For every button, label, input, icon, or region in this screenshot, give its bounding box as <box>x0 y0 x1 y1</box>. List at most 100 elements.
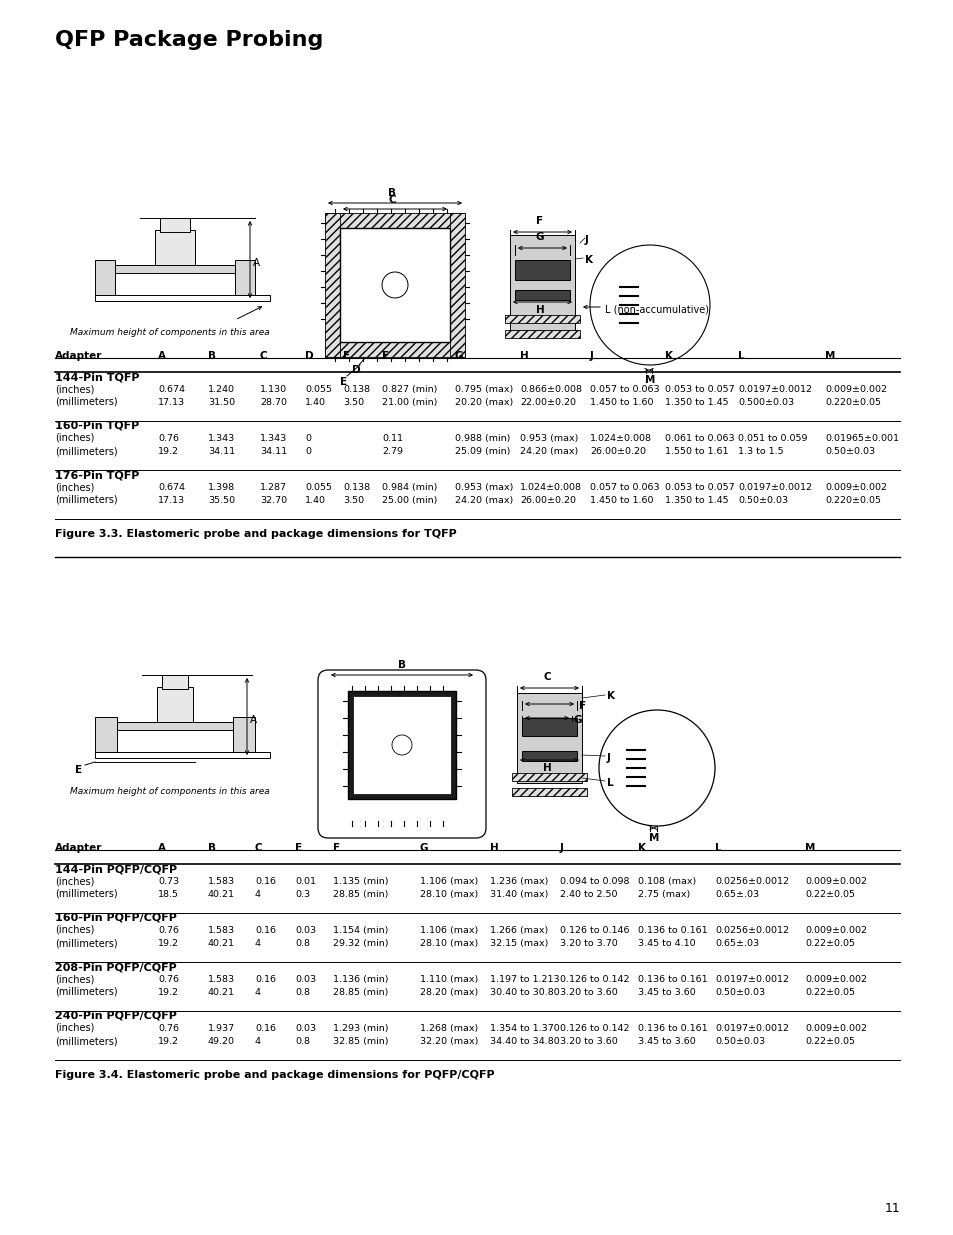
Text: (inches): (inches) <box>55 384 94 394</box>
Text: 0.057 to 0.063: 0.057 to 0.063 <box>589 483 659 492</box>
Text: 31.40 (max): 31.40 (max) <box>490 890 548 899</box>
Text: F: F <box>578 701 585 711</box>
Text: 28.10 (max): 28.10 (max) <box>419 890 477 899</box>
Text: 26.00±0.20: 26.00±0.20 <box>519 496 576 505</box>
Text: 32.85 (min): 32.85 (min) <box>333 1037 388 1046</box>
Text: H: H <box>542 763 551 773</box>
Text: 0.057 to 0.063: 0.057 to 0.063 <box>589 385 659 394</box>
Text: 1.268 (max): 1.268 (max) <box>419 1024 477 1032</box>
Text: QFP Package Probing: QFP Package Probing <box>55 30 323 49</box>
Text: 0.76: 0.76 <box>158 974 179 984</box>
Text: 31.50: 31.50 <box>208 398 234 408</box>
Text: D: D <box>305 351 314 361</box>
Circle shape <box>598 710 714 826</box>
Text: A: A <box>158 351 166 361</box>
Text: 0.009±0.002: 0.009±0.002 <box>804 926 866 935</box>
Text: 0: 0 <box>305 447 311 456</box>
Text: (millimeters): (millimeters) <box>55 939 117 948</box>
Text: 0.055: 0.055 <box>305 385 332 394</box>
Text: 0.22±0.05: 0.22±0.05 <box>804 890 854 899</box>
Text: K: K <box>584 254 593 266</box>
Text: 0.8: 0.8 <box>294 1037 310 1046</box>
FancyBboxPatch shape <box>317 671 485 839</box>
Text: 1.350 to 1.45: 1.350 to 1.45 <box>664 398 728 408</box>
Text: 1.3 to 1.5: 1.3 to 1.5 <box>738 447 782 456</box>
Text: 240-Pin PQFP/CQFP: 240-Pin PQFP/CQFP <box>55 1011 176 1021</box>
Text: B: B <box>397 659 406 671</box>
Bar <box>325 342 464 357</box>
Text: 1.287: 1.287 <box>260 483 287 492</box>
Bar <box>233 718 254 752</box>
Text: L: L <box>738 351 744 361</box>
Text: 0.988 (min): 0.988 (min) <box>455 433 510 443</box>
Bar <box>339 228 450 342</box>
Text: 1.354 to 1.370: 1.354 to 1.370 <box>490 1024 559 1032</box>
Text: (inches): (inches) <box>55 925 94 935</box>
Text: 0.16: 0.16 <box>254 877 275 885</box>
Text: 0.866±0.008: 0.866±0.008 <box>519 385 581 394</box>
Text: 0.674: 0.674 <box>158 483 185 492</box>
Text: 0.65±.03: 0.65±.03 <box>714 939 759 948</box>
Text: 19.2: 19.2 <box>158 988 179 997</box>
Text: J: J <box>584 235 588 245</box>
Text: M: M <box>644 375 655 385</box>
Text: 0.138: 0.138 <box>343 483 370 492</box>
Text: 1.583: 1.583 <box>208 974 234 984</box>
Text: D: D <box>352 366 360 375</box>
Text: 0.16: 0.16 <box>254 974 275 984</box>
Text: 1.266 (max): 1.266 (max) <box>490 926 548 935</box>
Text: 21.00 (min): 21.00 (min) <box>381 398 436 408</box>
Text: 0.8: 0.8 <box>294 939 310 948</box>
Text: H: H <box>490 844 498 853</box>
Text: 0.136 to 0.161: 0.136 to 0.161 <box>638 1024 707 1032</box>
Text: M: M <box>648 832 659 844</box>
Text: 0.0197±0.0012: 0.0197±0.0012 <box>714 1024 788 1032</box>
Text: 28.85 (min): 28.85 (min) <box>333 890 388 899</box>
Text: 0.76: 0.76 <box>158 433 179 443</box>
Text: 0.03: 0.03 <box>294 974 315 984</box>
Text: (millimeters): (millimeters) <box>55 495 117 505</box>
Text: 0.76: 0.76 <box>158 1024 179 1032</box>
Text: 0.73: 0.73 <box>158 877 179 885</box>
Text: 0: 0 <box>305 433 311 443</box>
Text: 3.45 to 3.60: 3.45 to 3.60 <box>638 1037 695 1046</box>
Text: (millimeters): (millimeters) <box>55 446 117 456</box>
Text: 0.22±0.05: 0.22±0.05 <box>804 988 854 997</box>
Text: 3.20 to 3.60: 3.20 to 3.60 <box>559 1037 618 1046</box>
Text: 0.051 to 0.059: 0.051 to 0.059 <box>738 433 806 443</box>
Text: 0.500±0.03: 0.500±0.03 <box>738 398 793 408</box>
Text: 4: 4 <box>254 1037 261 1046</box>
Text: 49.20: 49.20 <box>208 1037 234 1046</box>
Text: 1.398: 1.398 <box>208 483 234 492</box>
Text: 17.13: 17.13 <box>158 496 185 505</box>
Text: 0.009±0.002: 0.009±0.002 <box>804 877 866 885</box>
Text: 3.50: 3.50 <box>343 496 364 505</box>
Text: 1.197 to 1.213: 1.197 to 1.213 <box>490 974 559 984</box>
Text: 25.00 (min): 25.00 (min) <box>381 496 436 505</box>
Text: (inches): (inches) <box>55 433 94 443</box>
Text: 30.40 to 30.80: 30.40 to 30.80 <box>490 988 559 997</box>
Text: (inches): (inches) <box>55 1023 94 1032</box>
Text: A: A <box>253 258 260 268</box>
Text: M: M <box>824 351 835 361</box>
Text: 1.110 (max): 1.110 (max) <box>419 974 477 984</box>
Text: 0.22±0.05: 0.22±0.05 <box>804 939 854 948</box>
Text: G: G <box>419 844 428 853</box>
Text: C: C <box>388 195 395 205</box>
Text: 0.0197±0.0012: 0.0197±0.0012 <box>738 385 811 394</box>
Text: 0.76: 0.76 <box>158 926 179 935</box>
Text: 0.0197±0.0012: 0.0197±0.0012 <box>714 974 788 984</box>
Bar <box>353 697 451 794</box>
Text: 32.20 (max): 32.20 (max) <box>419 1037 477 1046</box>
Text: 25.09 (min): 25.09 (min) <box>455 447 510 456</box>
Text: 0.009±0.002: 0.009±0.002 <box>824 483 886 492</box>
Text: 1.106 (max): 1.106 (max) <box>419 877 477 885</box>
Bar <box>512 788 586 797</box>
Bar <box>115 266 234 273</box>
Text: F: F <box>333 844 340 853</box>
Text: 20.20 (max): 20.20 (max) <box>455 398 513 408</box>
Bar <box>512 773 586 781</box>
Text: L (non-accumulative): L (non-accumulative) <box>604 305 708 315</box>
Text: 0.136 to 0.161: 0.136 to 0.161 <box>638 926 707 935</box>
Text: 144-Pin TQFP: 144-Pin TQFP <box>55 372 139 382</box>
